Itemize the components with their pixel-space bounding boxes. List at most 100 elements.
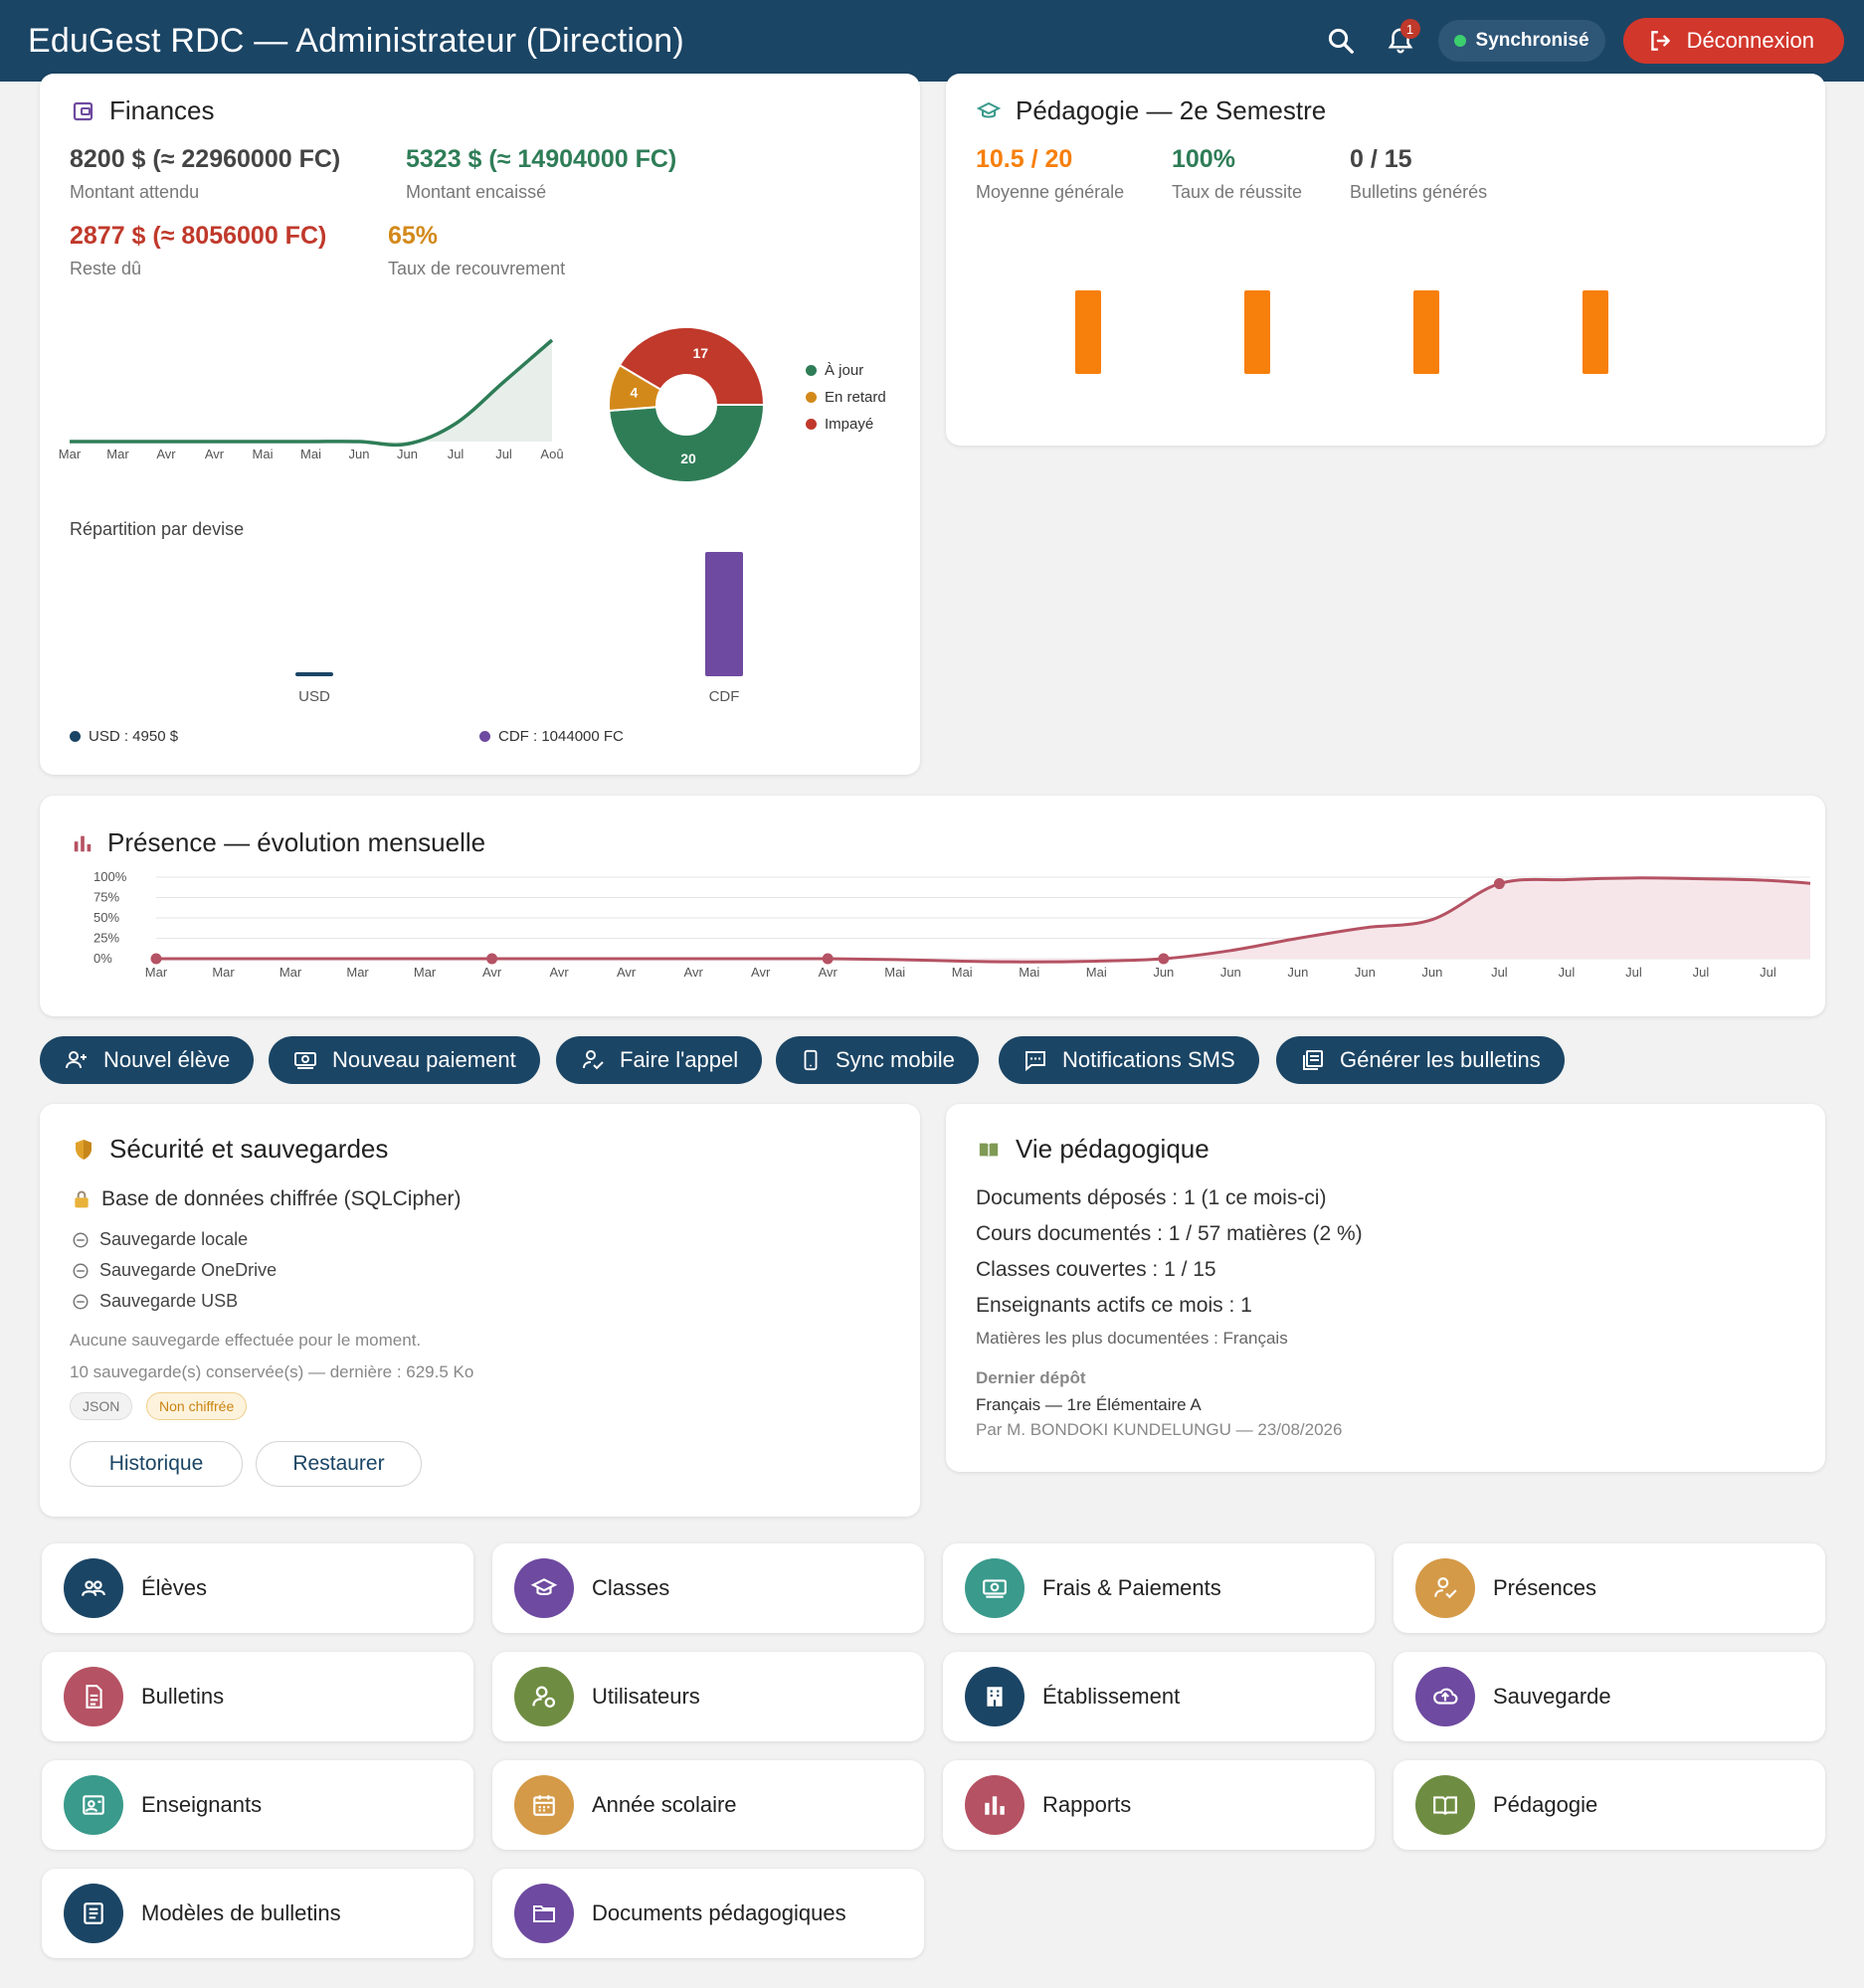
x-tick-label: Jul	[1693, 965, 1710, 980]
shield-icon	[76, 1139, 92, 1160]
x-tick-label: Jun	[1421, 965, 1442, 980]
due-amount-label: Reste dû	[70, 259, 142, 278]
module-tile-eleves[interactable]: Élèves	[42, 1543, 473, 1633]
presence-title: Présence — évolution mensuelle	[72, 827, 485, 858]
module-tile-presences[interactable]: Présences	[1394, 1543, 1825, 1633]
vie-pedagogique-card: Vie pédagogique Documents déposés : 1 (1…	[946, 1104, 1825, 1472]
x-tick-label: Mai	[300, 447, 321, 461]
module-tile-rapports[interactable]: Rapports	[943, 1760, 1375, 1850]
folder-icon	[514, 1884, 574, 1943]
new-student-button[interactable]: Nouvel élève	[40, 1036, 255, 1084]
restore-button[interactable]: Restaurer	[256, 1441, 422, 1487]
bulletins-count-label: Bulletins générés	[1350, 182, 1488, 202]
x-tick-label: Jul	[448, 447, 465, 461]
presence-title-text: Présence — évolution mensuelle	[107, 827, 486, 857]
sync-mobile-button[interactable]: Sync mobile	[776, 1036, 979, 1084]
currency-bar	[295, 672, 333, 676]
quick-action-label: Sync mobile	[836, 1047, 955, 1072]
module-tile-pedagogie[interactable]: Pédagogie	[1394, 1760, 1825, 1850]
module-tile-modeles-bulletins[interactable]: Modèles de bulletins	[42, 1869, 473, 1958]
finances-card: Finances 8200 $ (≈ 22960000 FC) Montant …	[40, 74, 920, 775]
collected-amount-value: 5323 $ (≈ 14904000 FC)	[406, 145, 677, 173]
module-tile-utilisateurs[interactable]: Utilisateurs	[492, 1652, 924, 1741]
module-label: Classes	[592, 1575, 670, 1600]
quick-action-label: Nouvel élève	[103, 1047, 231, 1072]
module-tile-etablissement[interactable]: Établissement	[943, 1652, 1375, 1741]
history-button[interactable]: Historique	[70, 1441, 243, 1487]
presence-point	[486, 953, 498, 965]
x-tick-label: Jul	[1491, 965, 1508, 980]
legend-item-usd: USD : 4950 $	[70, 728, 178, 745]
module-tile-enseignants[interactable]: Enseignants	[42, 1760, 473, 1850]
vie-line-documents: Documents déposés : 1 (1 ce mois-ci)	[976, 1186, 1327, 1209]
y-tick-label: 100%	[93, 869, 127, 884]
module-tile-sauvegarde[interactable]: Sauvegarde	[1394, 1652, 1825, 1741]
x-tick-label: Jul	[1760, 965, 1776, 980]
graduation-cap-icon	[976, 101, 1002, 117]
cash-icon	[294, 1052, 316, 1069]
y-tick-label: 50%	[93, 910, 119, 925]
minus-circle-icon	[73, 1263, 89, 1278]
logout-button[interactable]: Déconnexion	[1622, 18, 1844, 64]
generate-bulletins-button[interactable]: Générer les bulletins	[1276, 1036, 1565, 1084]
presence-point	[1158, 953, 1170, 965]
no-backup-message: Aucune sauvegarde effectuée pour le mome…	[70, 1331, 422, 1350]
encrypted-db-label: Base de données chiffrée (SQLCipher)	[101, 1187, 462, 1210]
take-attendance-button[interactable]: Faire l'appel	[556, 1036, 763, 1084]
new-payment-button[interactable]: Nouveau paiement	[269, 1036, 540, 1084]
x-tick-label: Avr	[482, 965, 502, 980]
sms-icon	[1025, 1051, 1045, 1072]
quick-action-label: Générer les bulletins	[1340, 1047, 1541, 1072]
module-tile-classes[interactable]: Classes	[492, 1543, 924, 1633]
x-tick-label: Jun	[1220, 965, 1241, 980]
backup-onedrive-row: Sauvegarde OneDrive	[72, 1260, 277, 1281]
x-tick-label: Mar	[414, 965, 437, 980]
module-label: Enseignants	[141, 1792, 263, 1817]
lock-icon	[75, 1190, 89, 1208]
module-tile-annee-scolaire[interactable]: Année scolaire	[492, 1760, 924, 1850]
book-icon	[1415, 1775, 1475, 1835]
currency-bar-chart: USD CDF	[295, 552, 743, 705]
module-tile-documents-pedagogiques[interactable]: Documents pédagogiques	[492, 1869, 924, 1958]
legend-label: En retard	[825, 389, 886, 406]
sync-status-label: Synchronisé	[1475, 30, 1589, 51]
x-tick-label: Avr	[684, 965, 704, 980]
x-tick-label: Mar	[346, 965, 369, 980]
finance-trend-line	[70, 338, 554, 448]
sync-status-badge[interactable]: Synchronisé	[1437, 20, 1605, 62]
backup-local-label: Sauvegarde locale	[99, 1229, 249, 1249]
last-upload-document: Français — 1re Élémentaire A	[976, 1395, 1202, 1414]
x-tick-label: USD	[298, 688, 330, 705]
notifications-button[interactable]: 1	[1379, 19, 1422, 63]
legend-label: À jour	[825, 362, 864, 379]
module-tile-frais-paiements[interactable]: Frais & Paiements	[943, 1543, 1375, 1633]
x-tick-label: Jun	[1153, 965, 1174, 980]
students-icon	[64, 1558, 123, 1618]
module-label: Élèves	[141, 1575, 208, 1600]
module-label: Sauvegarde	[1493, 1684, 1611, 1709]
x-tick-label: Avr	[205, 447, 225, 461]
building-icon	[965, 1667, 1025, 1726]
pedagogie-card: Pédagogie — 2e Semestre 10.5 / 20 Moyenn…	[946, 74, 1825, 446]
legend-item-cdf: CDF : 1044000 FC	[479, 728, 624, 745]
module-tile-bulletins[interactable]: Bulletins	[42, 1652, 473, 1741]
x-tick-label: CDF	[709, 688, 740, 705]
x-tick-label: Avr	[819, 965, 839, 980]
bulletins-count-value: 0 / 15	[1350, 145, 1412, 173]
donut-slice-label: 17	[693, 345, 709, 361]
collected-amount-label: Montant encaissé	[406, 182, 547, 202]
presence-point	[822, 953, 834, 965]
sms-notifications-button[interactable]: Notifications SMS	[999, 1036, 1259, 1084]
donut-slice-label: 4	[631, 385, 639, 401]
x-tick-label: Mar	[106, 447, 129, 461]
open-book-icon	[979, 1143, 999, 1157]
vie-title-text: Vie pédagogique	[1016, 1134, 1210, 1164]
security-card: Sécurité et sauvegardes Base de données …	[40, 1104, 920, 1517]
donut-slice	[618, 326, 766, 406]
x-tick-label: Mai	[253, 447, 274, 461]
module-label: Année scolaire	[592, 1792, 737, 1817]
search-button[interactable]	[1319, 19, 1363, 63]
x-tick-label: Jun	[349, 447, 370, 461]
x-tick-label: Jun	[1287, 965, 1308, 980]
due-amount-value: 2877 $ (≈ 8056000 FC)	[70, 222, 327, 250]
